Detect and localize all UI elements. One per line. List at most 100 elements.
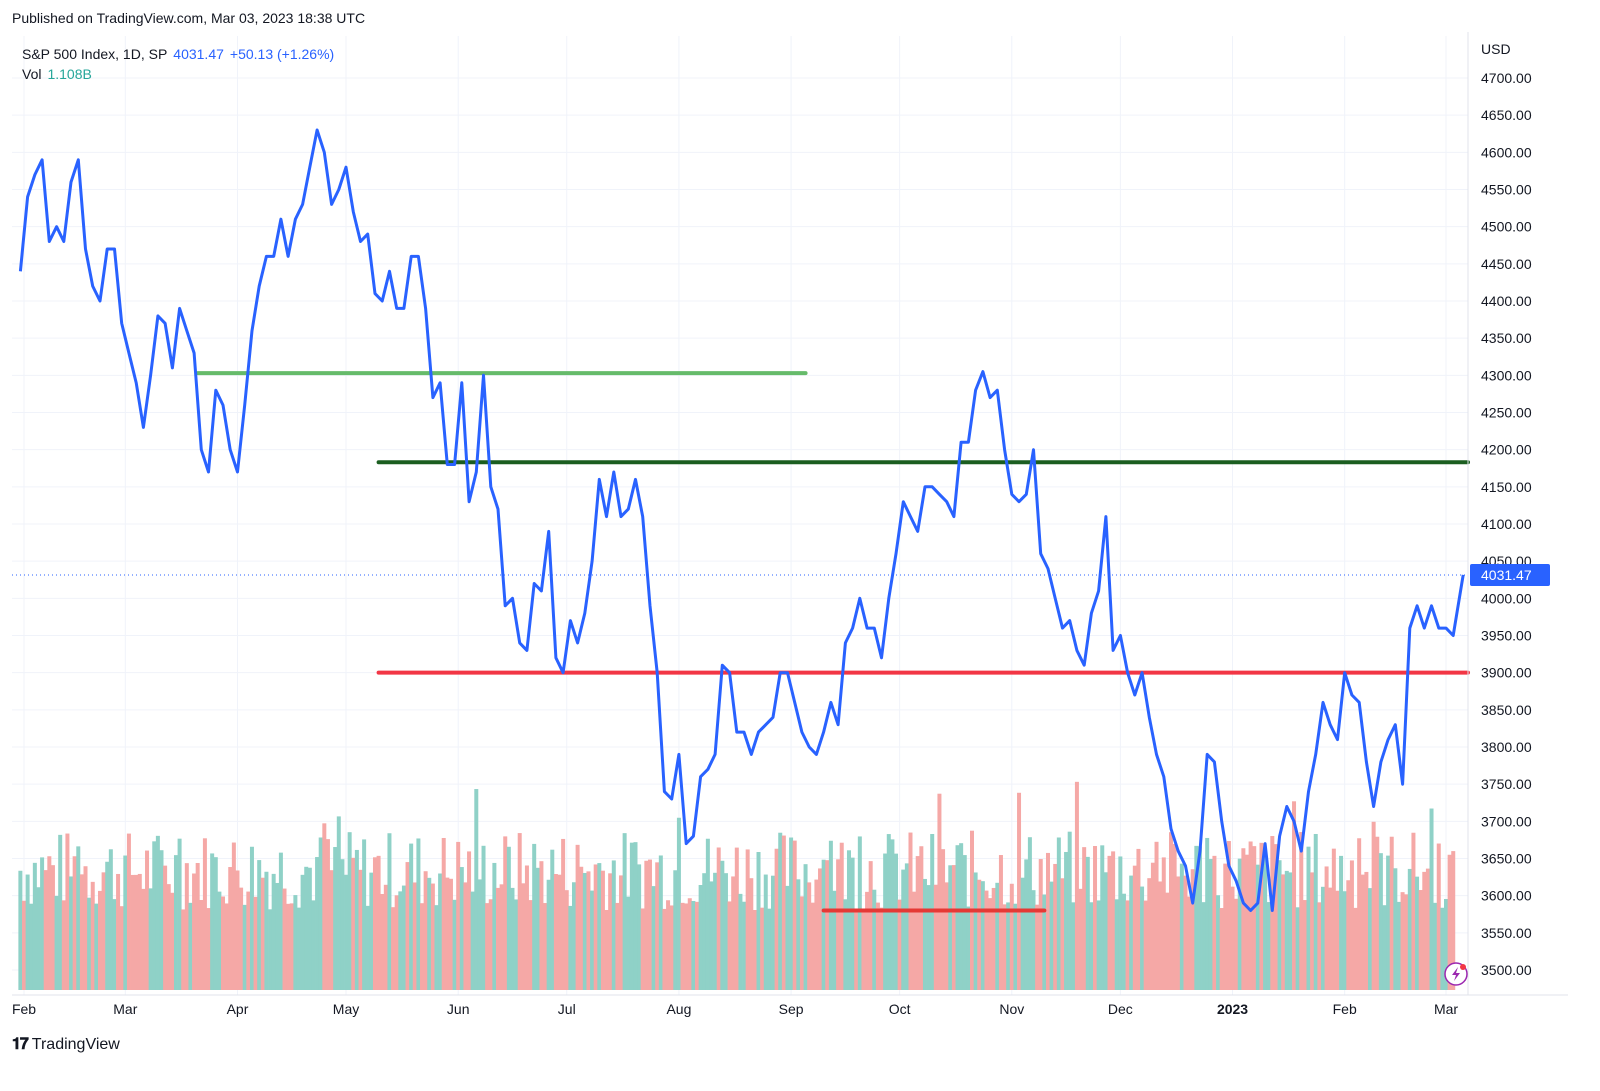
volume-bar	[477, 879, 482, 990]
volume-bar	[532, 843, 537, 990]
y-tick-label: 3700.00	[1481, 813, 1532, 829]
volume-bar	[336, 816, 341, 990]
volume-bar	[1375, 836, 1380, 990]
volume-bar	[600, 870, 605, 990]
volume-bar	[727, 901, 732, 990]
volume-bar	[1299, 832, 1304, 990]
volume-bar	[582, 872, 587, 990]
x-tick-label: Mar	[1434, 1001, 1458, 1017]
volume-bar	[1096, 900, 1101, 990]
chart-legend: S&P 500 Index, 1D, SP 4031.47 +50.13 (+1.2…	[22, 44, 334, 84]
volume-bar	[18, 870, 23, 990]
volume-bar	[836, 859, 841, 990]
volume-bar	[293, 895, 298, 990]
volume-bar	[1342, 891, 1347, 990]
volume-bar	[1422, 871, 1427, 990]
time-axis[interactable]: Feb Mar Apr May Jun Jul Aug Sep Oct Nov Dec 2023 Feb…	[12, 1001, 1458, 1017]
volume-bar	[568, 905, 573, 990]
volume-bar	[1216, 895, 1221, 990]
volume-bar	[611, 860, 616, 990]
volume-bar	[1056, 837, 1061, 990]
volume-bar	[376, 855, 381, 990]
volume-bar	[1277, 860, 1282, 990]
volume-bar	[941, 849, 946, 990]
volume-bar	[698, 885, 703, 990]
volume-bar	[770, 875, 775, 990]
published-caption: Published on TradingView.com, Mar 03, 20…	[12, 10, 366, 26]
volume-bar	[1053, 863, 1058, 990]
volume-bar	[1425, 868, 1430, 990]
volume-bar	[1208, 859, 1213, 990]
price-axis[interactable]: 3500.00 3550.00 3600.00 3650.00 3700.00 3750.…	[1481, 70, 1532, 978]
volume-bar	[271, 873, 276, 990]
volume-bar	[716, 847, 721, 990]
y-tick-label: 4250.00	[1481, 405, 1532, 421]
volume-bar	[767, 908, 772, 990]
volume-bar	[691, 900, 696, 990]
volume-bar	[1038, 859, 1043, 990]
volume-bar	[1197, 846, 1202, 990]
volume-bar	[1234, 898, 1239, 990]
volume-bar	[868, 861, 873, 990]
volume-bar	[50, 865, 55, 990]
volume-bar	[514, 899, 519, 990]
legend-volume-row: Vol 1.108B	[22, 64, 334, 84]
volume-bar	[391, 907, 396, 990]
volume-bar	[268, 909, 273, 990]
volume-bar	[192, 873, 197, 990]
price-series-line	[18, 128, 1465, 912]
x-tick-label: 2023	[1217, 1001, 1248, 1017]
volume-bar	[296, 907, 301, 990]
volume-bar	[1136, 848, 1141, 990]
volume-bar	[579, 866, 584, 990]
volume-bar	[539, 861, 544, 990]
volume-bar	[181, 909, 186, 990]
volume-bar	[1324, 866, 1329, 990]
volume-bar	[1320, 886, 1325, 990]
tradingview-logo[interactable]: 𝟏𝟕 TradingView	[12, 1036, 120, 1054]
volume-bar	[890, 839, 895, 990]
volume-bar	[438, 873, 443, 990]
volume-bar	[387, 833, 392, 990]
volume-label[interactable]: Vol	[22, 66, 42, 82]
volume-bar	[709, 881, 714, 990]
volume-bar	[937, 793, 942, 990]
volume-bar	[1201, 902, 1206, 990]
volume-bar	[561, 838, 566, 990]
volume-bar	[54, 895, 59, 990]
y-tick-label: 4450.00	[1481, 256, 1532, 272]
volume-bar	[1444, 898, 1448, 990]
volume-bar	[966, 906, 971, 990]
volume-bar	[658, 855, 663, 990]
volume-bar	[666, 900, 671, 990]
volume-bar	[991, 887, 996, 990]
volume-bar	[1364, 871, 1369, 990]
lightning-icon[interactable]	[1444, 962, 1468, 986]
volume-bar	[318, 837, 323, 990]
volume-bar	[1042, 894, 1047, 990]
volume-bar	[713, 872, 718, 990]
volume-bar	[1002, 904, 1007, 990]
volume-bar	[843, 899, 848, 990]
volume-bar	[170, 892, 175, 990]
volume-bar	[365, 905, 370, 990]
volume-bar	[1158, 881, 1163, 990]
volume-bar	[774, 848, 779, 990]
volume-bar	[485, 903, 490, 990]
volume-bar	[608, 873, 613, 990]
y-tick-label: 4350.00	[1481, 330, 1532, 346]
volume-bar	[61, 900, 66, 990]
volume-bar	[231, 842, 236, 990]
symbol-label[interactable]: S&P 500 Index, 1D, SP	[22, 46, 168, 62]
volume-bar	[1346, 880, 1351, 990]
volume-bar	[210, 853, 215, 990]
volume-bar	[872, 889, 877, 990]
volume-bar	[166, 884, 171, 990]
volume-bar	[731, 876, 736, 990]
volume-bar	[760, 907, 765, 990]
volume-bar	[134, 874, 139, 990]
volume-bar	[300, 874, 305, 990]
y-tick-label: 4150.00	[1481, 479, 1532, 495]
volume-bar	[76, 846, 81, 990]
